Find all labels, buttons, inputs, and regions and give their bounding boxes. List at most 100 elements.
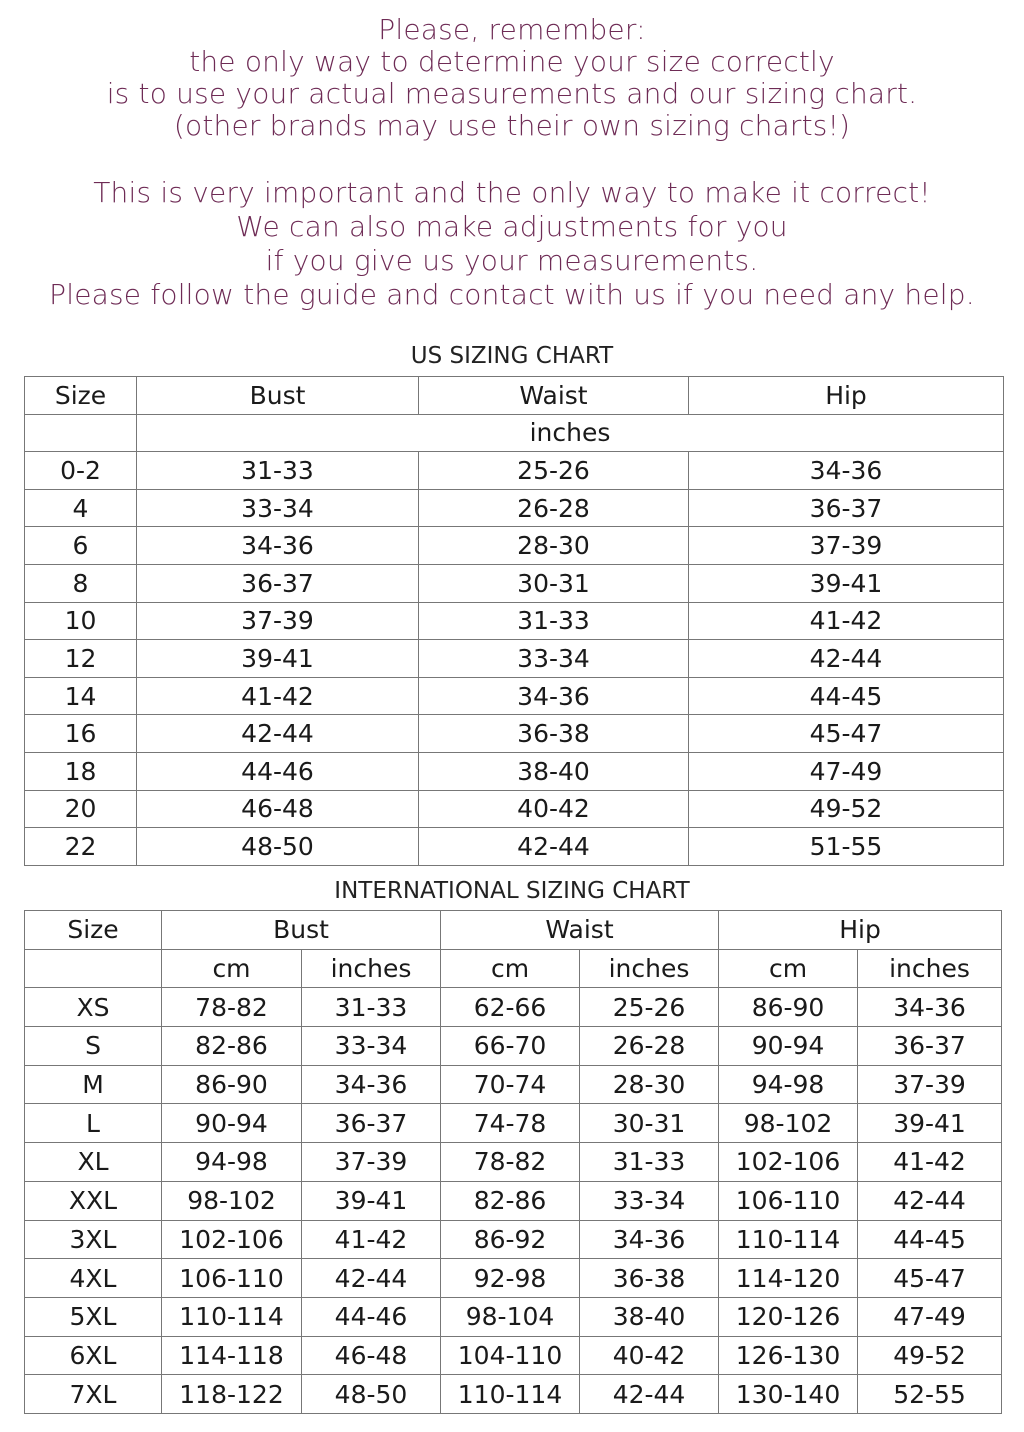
measurement-cell: 39-41 xyxy=(688,563,1004,603)
measurement-cell: 25-26 xyxy=(418,451,689,490)
measurement-cell: 40-42 xyxy=(579,1335,720,1376)
measurement-cell: 66-70 xyxy=(440,1026,581,1066)
measurement-cell: 130-140 xyxy=(718,1374,859,1414)
measurement-cell: 38-40 xyxy=(579,1296,720,1337)
unit-label: inches xyxy=(857,948,1003,989)
table-row: XXL 98-102 39-41 82-86 33-34 106-110 42-44 xyxy=(24,1180,1003,1221)
size-cell: XL xyxy=(24,1142,162,1182)
table-row: 14 41-42 34-36 44-45 xyxy=(24,676,1004,716)
measurement-cell: 110-114 xyxy=(440,1374,581,1414)
measurement-cell: 40-42 xyxy=(418,789,689,829)
measurement-cell: 110-114 xyxy=(718,1219,859,1260)
size-cell: 14 xyxy=(24,676,137,716)
measurement-cell: 46-48 xyxy=(136,789,419,829)
intl-chart-title: INTERNATIONAL SIZING CHART xyxy=(334,878,690,904)
measurement-cell: 42-44 xyxy=(136,714,419,753)
table-row: 7XL 118-122 48-50 110-114 42-44 130-140 52-55 xyxy=(24,1374,1003,1414)
size-cell: 20 xyxy=(24,789,137,829)
size-cell: XS xyxy=(24,987,162,1028)
measurement-cell: 36-38 xyxy=(579,1258,720,1298)
notice-line: We can also make adjustments for you xyxy=(236,210,788,243)
measurement-cell: 114-120 xyxy=(718,1258,859,1298)
table-row: XL 94-98 37-39 78-82 31-33 102-106 41-42 xyxy=(24,1142,1003,1182)
measurement-cell: 33-34 xyxy=(300,1026,442,1066)
measurement-cell: 86-90 xyxy=(161,1064,302,1105)
column-header: Hip xyxy=(688,376,1004,415)
measurement-cell: 33-34 xyxy=(418,639,689,678)
unit-label: cm xyxy=(440,948,581,989)
measurement-cell: 46-48 xyxy=(300,1335,442,1376)
table-row: 3XL 102-106 41-42 86-92 34-36 110-114 44-45 xyxy=(24,1219,1003,1260)
measurement-cell: 39-41 xyxy=(300,1180,442,1221)
measurement-cell: 98-104 xyxy=(440,1296,581,1337)
empty-cell xyxy=(24,413,137,453)
measurement-cell: 49-52 xyxy=(857,1335,1003,1376)
measurement-cell: 38-40 xyxy=(418,751,689,791)
measurement-cell: 44-45 xyxy=(857,1219,1003,1260)
measurement-cell: 36-37 xyxy=(136,563,419,603)
size-cell: 6 xyxy=(24,526,137,565)
unit-row: cm inches cm inches cm inches xyxy=(24,948,1003,989)
measurement-cell: 41-42 xyxy=(688,601,1004,641)
measurement-cell: 78-82 xyxy=(161,987,302,1028)
table-row: 10 37-39 31-33 41-42 xyxy=(24,601,1004,641)
table-row: S 82-86 33-34 66-70 26-28 90-94 36-37 xyxy=(24,1026,1003,1066)
header-row: Size Bust Waist Hip xyxy=(24,910,1003,950)
measurement-cell: 48-50 xyxy=(136,827,419,866)
measurement-cell: 62-66 xyxy=(440,987,581,1028)
column-header: Waist xyxy=(440,910,720,950)
size-cell: 6XL xyxy=(24,1335,162,1376)
measurement-cell: 41-42 xyxy=(857,1142,1003,1182)
size-cell: 5XL xyxy=(24,1296,162,1337)
column-header: Size xyxy=(24,376,137,415)
measurement-cell: 126-130 xyxy=(718,1335,859,1376)
measurement-cell: 42-44 xyxy=(579,1374,720,1414)
size-cell: 16 xyxy=(24,714,137,753)
measurement-cell: 86-92 xyxy=(440,1219,581,1260)
size-cell: 7XL xyxy=(24,1374,162,1414)
table-row: 20 46-48 40-42 49-52 xyxy=(24,789,1004,829)
measurement-cell: 49-52 xyxy=(688,789,1004,829)
measurement-cell: 31-33 xyxy=(418,601,689,641)
measurement-cell: 82-86 xyxy=(161,1026,302,1066)
measurement-cell: 102-106 xyxy=(161,1219,302,1260)
measurement-cell: 42-44 xyxy=(688,639,1004,678)
measurement-cell: 44-46 xyxy=(300,1296,442,1337)
us-chart-title: US SIZING CHART xyxy=(410,343,614,369)
unit-label: inches xyxy=(300,948,442,989)
unit-label: cm xyxy=(161,948,302,989)
measurement-cell: 37-39 xyxy=(857,1064,1003,1105)
measurement-cell: 82-86 xyxy=(440,1180,581,1221)
measurement-cell: 110-114 xyxy=(161,1296,302,1337)
measurement-cell: 48-50 xyxy=(300,1374,442,1414)
measurement-cell: 42-44 xyxy=(857,1180,1003,1221)
size-cell: L xyxy=(24,1103,162,1144)
measurement-cell: 52-55 xyxy=(857,1374,1003,1414)
measurement-cell: 44-46 xyxy=(136,751,419,791)
table-row: 4XL 106-110 42-44 92-98 36-38 114-120 45-47 xyxy=(24,1258,1003,1298)
measurement-cell: 45-47 xyxy=(857,1258,1003,1298)
measurement-cell: 30-31 xyxy=(579,1103,720,1144)
table-row: 12 39-41 33-34 42-44 xyxy=(24,639,1004,678)
size-cell: S xyxy=(24,1026,162,1066)
table-row: 5XL 110-114 44-46 98-104 38-40 120-126 47-49 xyxy=(24,1296,1003,1337)
unit-row: inches xyxy=(24,413,1004,453)
notice-line: if you give us your measurements. xyxy=(265,244,759,277)
measurement-cell: 37-39 xyxy=(300,1142,442,1182)
unit-label: inches xyxy=(136,413,1004,453)
measurement-cell: 41-42 xyxy=(136,676,419,716)
measurement-cell: 106-110 xyxy=(161,1258,302,1298)
size-cell: 3XL xyxy=(24,1219,162,1260)
table-row: 0-2 31-33 25-26 34-36 xyxy=(24,451,1004,490)
column-header: Bust xyxy=(160,910,442,950)
table-row: 4 33-34 26-28 36-37 xyxy=(24,488,1004,528)
notice-line: (other brands may use their own sizing c… xyxy=(173,109,851,142)
measurement-cell: 39-41 xyxy=(857,1103,1003,1144)
measurement-cell: 90-94 xyxy=(161,1103,302,1144)
measurement-cell: 34-36 xyxy=(857,987,1003,1028)
size-cell: 4 xyxy=(24,488,137,528)
measurement-cell: 70-74 xyxy=(440,1064,581,1105)
table-row: 16 42-44 36-38 45-47 xyxy=(24,714,1004,753)
notice-line: is to use your actual measurements and o… xyxy=(106,77,918,110)
measurement-cell: 36-37 xyxy=(688,488,1004,528)
